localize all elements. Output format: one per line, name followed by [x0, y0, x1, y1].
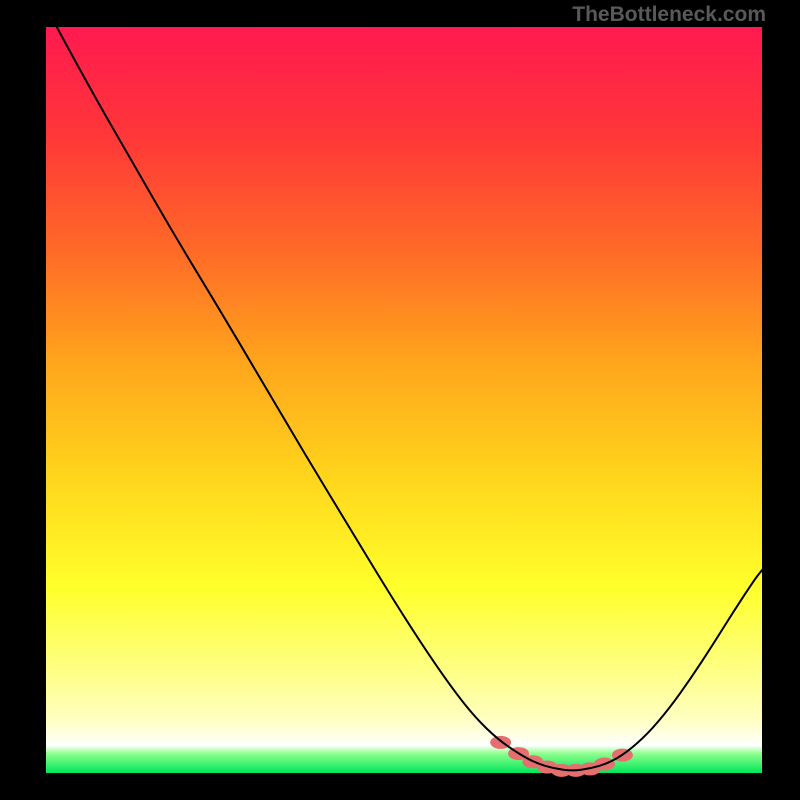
watermark-text: TheBottleneck.com — [572, 3, 766, 27]
chart-svg — [0, 0, 800, 800]
gradient-background — [46, 27, 762, 773]
chart-stage: TheBottleneck.com — [0, 0, 800, 800]
green-band — [46, 745, 762, 773]
